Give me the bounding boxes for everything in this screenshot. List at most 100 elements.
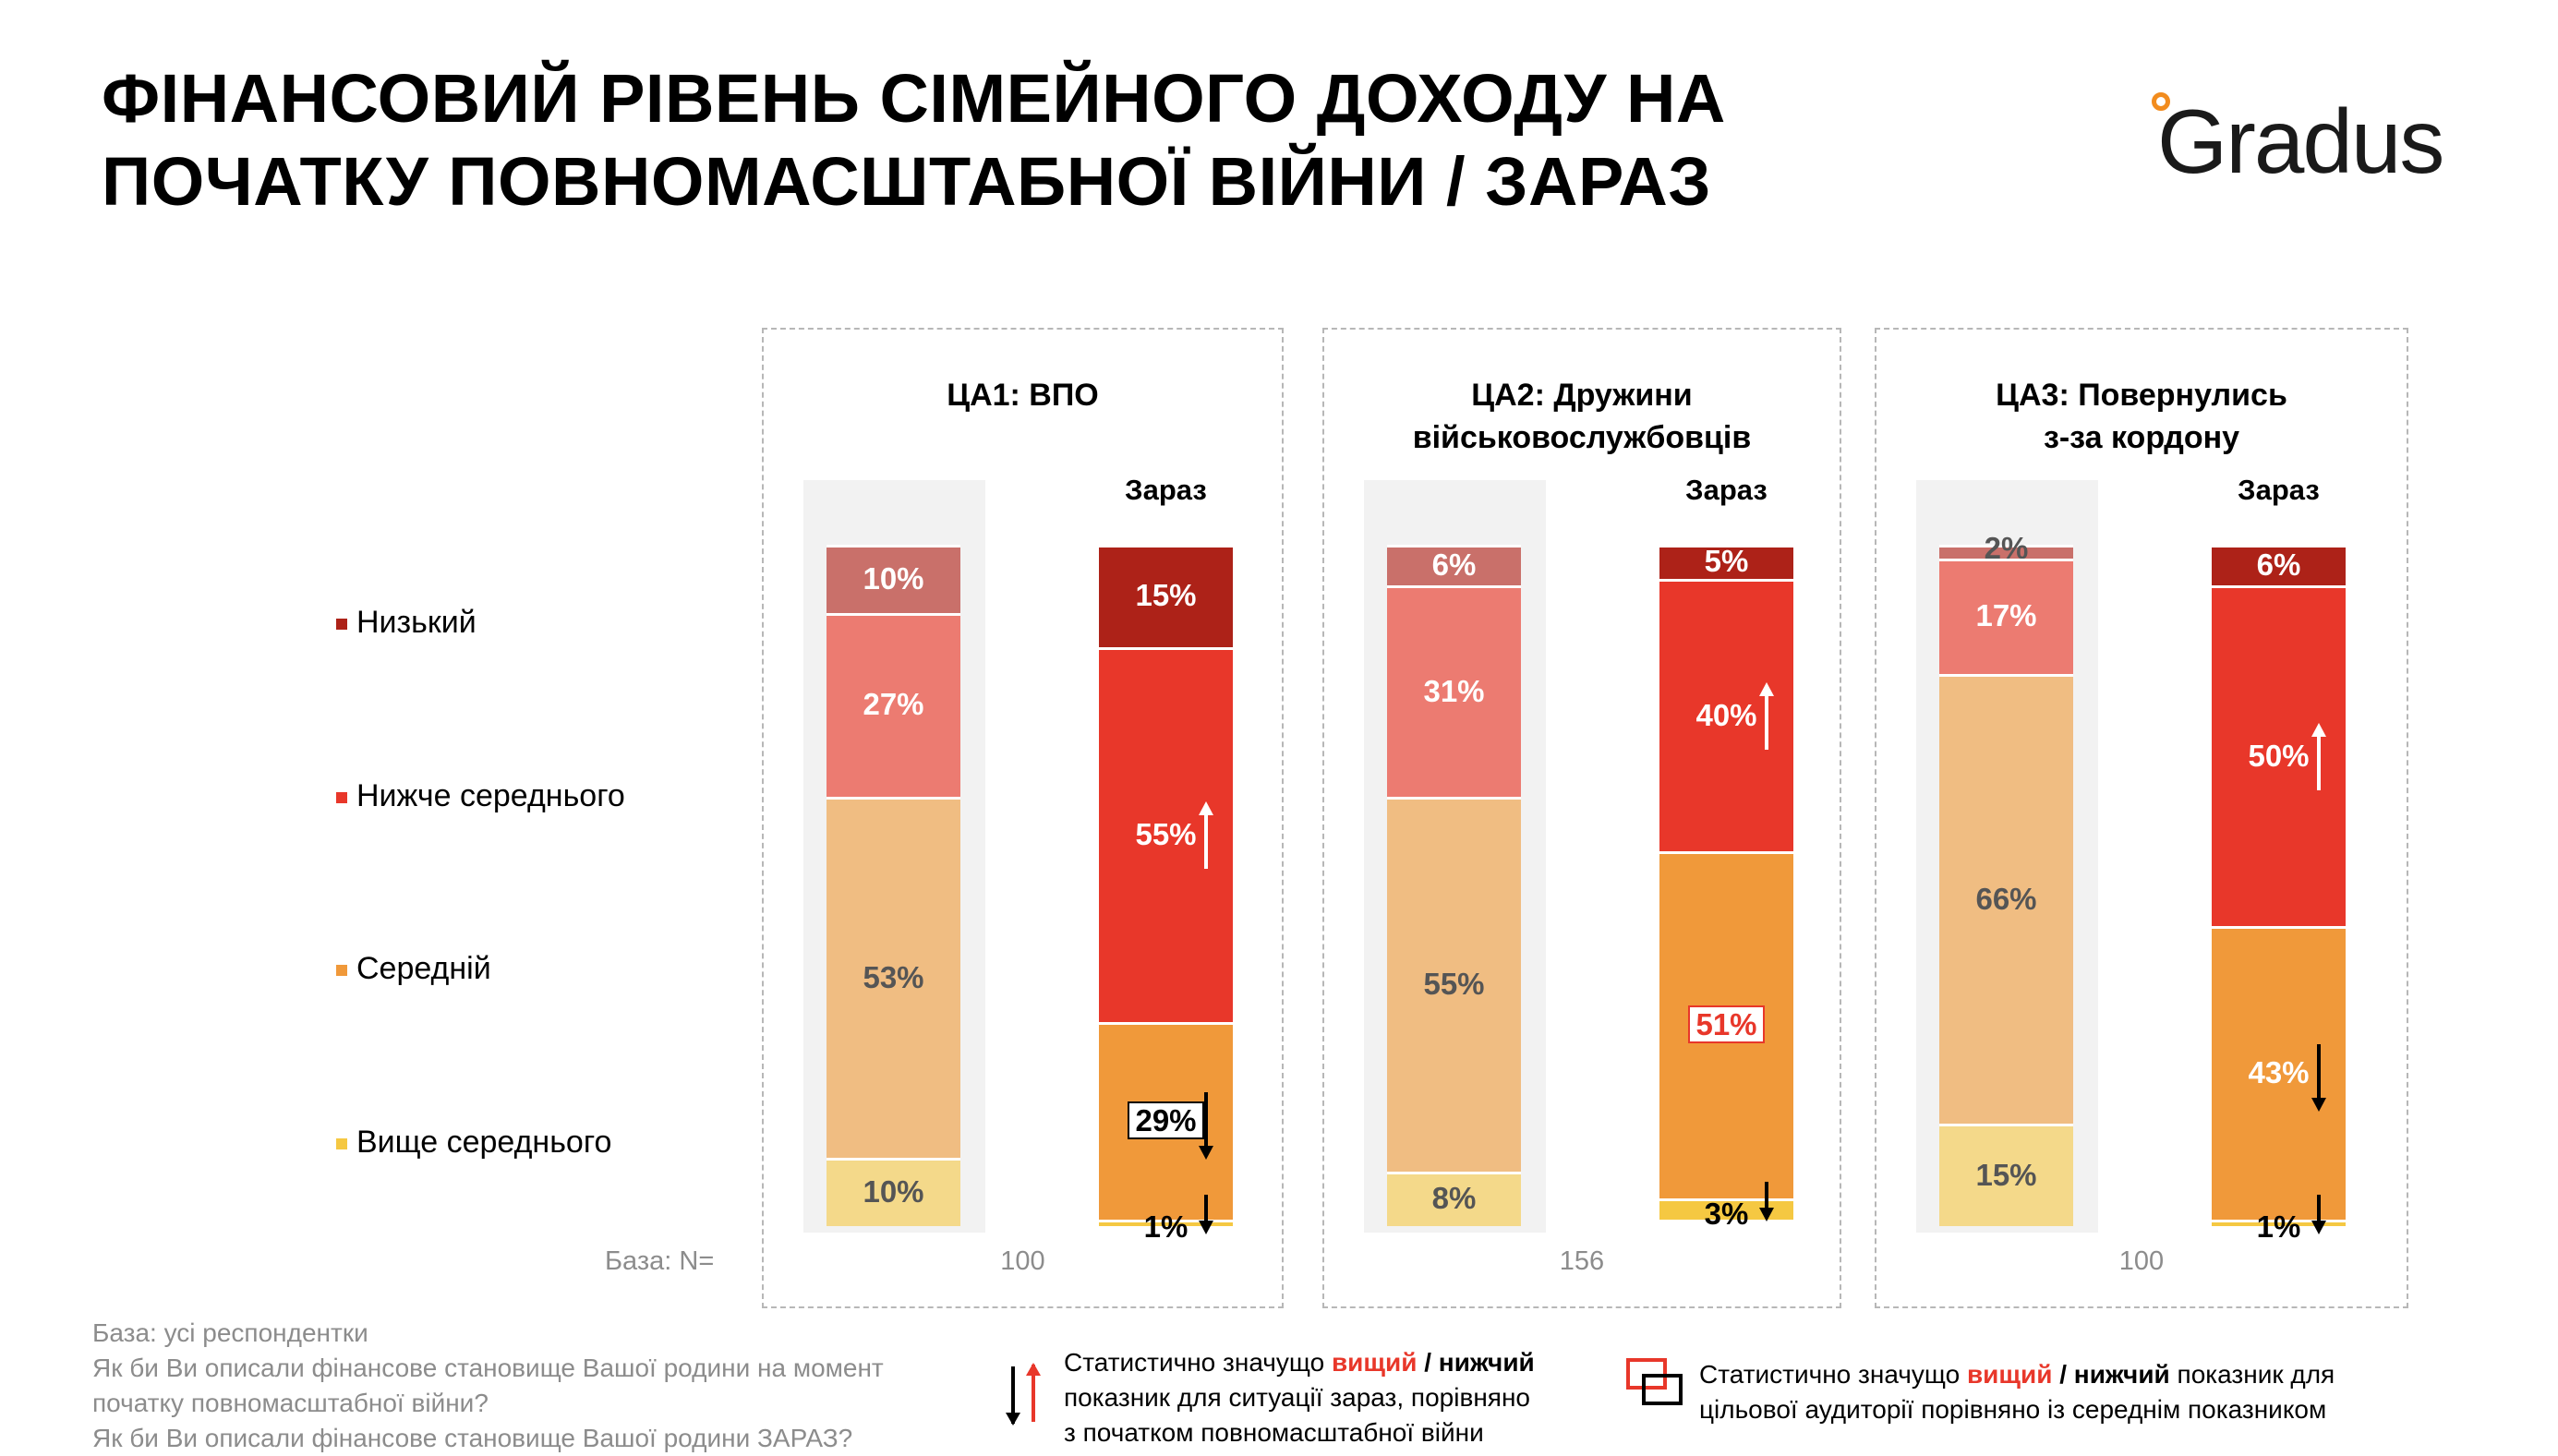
up-down-arrows-icon (1006, 1363, 1041, 1426)
data-label-text: 29% (1128, 1101, 1204, 1139)
note-high: вищий (1966, 1360, 2053, 1389)
legend-item-below-average: Нижче середнього (336, 778, 625, 814)
data-label-text: 40% (1695, 697, 1757, 732)
data-label: 1% (2224, 1209, 2335, 1245)
column-label-now: Зараз (1685, 474, 1768, 506)
data-label-text: 6% (1431, 548, 1477, 583)
note-high: вищий (1331, 1348, 1418, 1377)
panel-ca2: ЦА2: Дружини військовослужбовців (1322, 328, 1841, 1308)
data-label: 10% (839, 561, 949, 596)
bar-segment (1659, 578, 1793, 852)
footnote-line: База: усі респондентки (92, 1318, 368, 1347)
note-text: з початком повномасштабної війни (1064, 1418, 1484, 1447)
data-label-text: 17% (1975, 598, 2037, 633)
footnote-line: Як би Ви описали фінансове становище Ваш… (92, 1424, 853, 1452)
note-significance-time: Статистично значущо вищий / нижчий показ… (1064, 1345, 1535, 1450)
panel-title-line: ЦА2: Дружини (1471, 378, 1693, 413)
base-label: База: N= (605, 1246, 715, 1276)
bar-segment (1099, 545, 1233, 647)
bar-segment (1387, 797, 1521, 1172)
note-text: цільової аудиторії порівняно із середнім… (1699, 1395, 2327, 1424)
up-arrow-icon (1198, 800, 1213, 869)
data-label-text: 55% (1135, 816, 1197, 851)
bar-segment (1099, 646, 1233, 1022)
panel-ca3: ЦА3: Повернулись з-за кордону (1875, 328, 2408, 1308)
legend-label: Нижче середнього (356, 778, 625, 813)
data-label: 50% (2224, 739, 2335, 774)
panel-title: ЦА1: ВПО (764, 374, 1282, 416)
data-label: 55% (1111, 817, 1222, 852)
legend-swatch (336, 619, 347, 631)
bar-segment (1387, 585, 1521, 798)
page-title: ФІНАНСОВИЙ РІВЕНЬ СІМЕЙНОГО ДОХОДУ НА ПО… (102, 57, 1902, 223)
down-arrow-icon (1198, 1091, 1213, 1160)
note-text: показник для (2169, 1360, 2335, 1389)
data-label-text: 50% (2248, 738, 2310, 773)
data-label: 31% (1399, 674, 1510, 709)
panel-title-line: ЦА3: Повернулись (1996, 378, 2287, 413)
data-label: 66% (1951, 882, 2062, 917)
base-n: 100 (1000, 1246, 1045, 1276)
data-label: 15% (1951, 1158, 2062, 1193)
logo-dot-icon (2152, 92, 2170, 111)
data-label: 43% (2224, 1055, 2335, 1090)
bar-segment (827, 545, 960, 613)
data-label: 15% (1111, 578, 1222, 613)
title-line-1: ФІНАНСОВИЙ РІВЕНЬ СІМЕЙНОГО ДОХОДУ НА (102, 60, 1726, 137)
data-label-text: 10% (863, 1174, 924, 1209)
legend-label: Низький (356, 605, 477, 640)
bar-segment (1939, 545, 2073, 559)
panel-title-line: з-за кордону (2043, 420, 2240, 455)
data-label-text: 66% (1975, 881, 2037, 916)
bar-segment (1387, 1171, 1521, 1226)
bar-segment (2212, 926, 2346, 1220)
note-text: Статистично значущо (1699, 1360, 1967, 1389)
data-label-text: 8% (1431, 1181, 1477, 1216)
bar-segment (827, 612, 960, 798)
data-label: 8% (1399, 1181, 1510, 1216)
bar-segment (2212, 545, 2346, 586)
legend-item-average: Середній (336, 951, 491, 987)
note-significance-audience: Статистично значущо вищий / нижчий показ… (1699, 1357, 2335, 1427)
up-arrow-icon (2311, 722, 2326, 790)
data-label-text: 15% (1135, 578, 1197, 613)
data-label-text: 43% (2248, 1054, 2310, 1089)
base-n: 156 (1559, 1246, 1605, 1276)
data-label: 27% (839, 687, 949, 722)
data-label-text: 1% (1143, 1209, 1189, 1245)
footnote-line: Як би Ви описали фінансове становище Ваш… (92, 1354, 884, 1382)
legend-label: Середній (356, 951, 491, 986)
data-label: 51% (1671, 1005, 1782, 1044)
column-label-now: Зараз (2238, 474, 2320, 506)
data-label-text: 6% (2256, 548, 2301, 583)
data-label: 1% (1111, 1209, 1222, 1245)
bar-segment (827, 1158, 960, 1226)
data-label-text: 5% (1704, 544, 1749, 579)
data-label-text: 27% (863, 687, 924, 722)
bar-segment (2212, 1219, 2346, 1226)
data-label: 3% (1671, 1197, 1782, 1232)
data-label-text: 1% (2256, 1209, 2301, 1245)
data-label-text: 31% (1423, 673, 1485, 708)
legend-swatch (336, 1138, 347, 1150)
column-label-now: Зараз (1125, 474, 1207, 506)
legend-swatch (336, 792, 347, 804)
gradus-logo: Gradus (2152, 90, 2499, 192)
down-arrow-icon (1758, 1181, 1774, 1221)
data-label: 17% (1951, 598, 2062, 633)
down-arrow-icon (2311, 1043, 2326, 1112)
data-label-text: 3% (1704, 1196, 1749, 1231)
note-sep: / (1417, 1348, 1439, 1377)
bar-segment (1387, 545, 1521, 586)
legend-label: Вище середнього (356, 1125, 612, 1160)
data-label-text: 51% (1688, 1005, 1765, 1044)
data-label: 55% (1399, 967, 1510, 1002)
note-low: нижчий (1438, 1348, 1535, 1377)
data-label: 10% (839, 1174, 949, 1209)
data-label: 6% (2224, 548, 2335, 583)
data-label: 53% (839, 960, 949, 995)
legend-swatch (336, 965, 347, 977)
data-label-text: 10% (863, 560, 924, 596)
data-label: 5% (1671, 544, 1782, 579)
note-sep: / (2052, 1360, 2074, 1389)
